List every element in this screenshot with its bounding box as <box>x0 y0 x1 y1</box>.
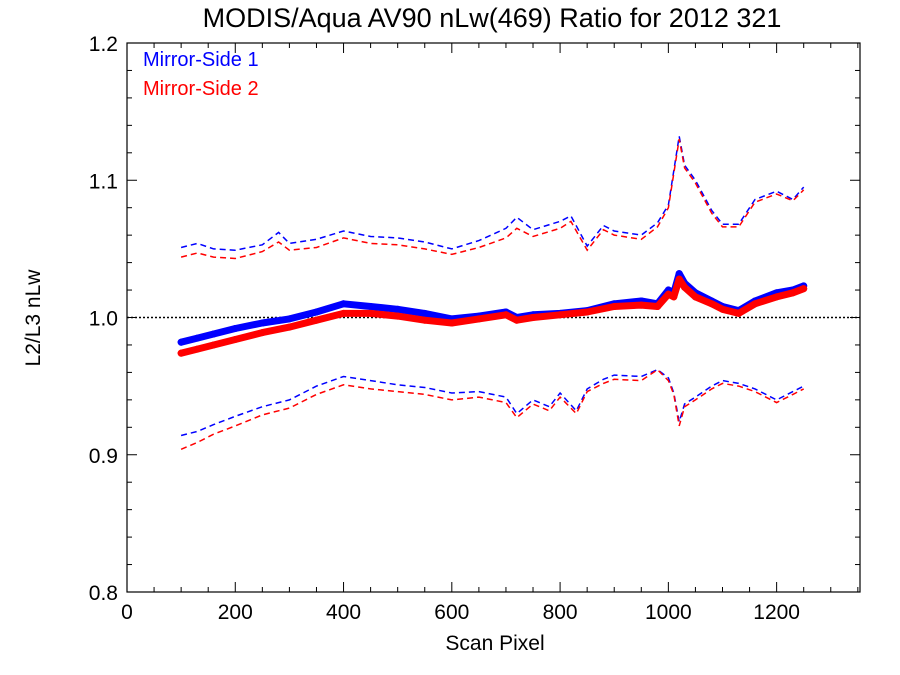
chart-title: MODIS/Aqua AV90 nLw(469) Ratio for 2012 … <box>203 3 782 33</box>
data-point-side2 <box>258 329 266 337</box>
x-tick-label: 200 <box>218 601 253 624</box>
mean-ratio-line-side2 <box>177 275 808 357</box>
data-point-side2 <box>681 283 689 291</box>
data-point-side2 <box>421 316 429 324</box>
data-point-side2 <box>708 300 716 308</box>
data-point-side2 <box>637 301 645 309</box>
data-point-side2 <box>448 319 456 327</box>
data-point-side2 <box>670 293 678 301</box>
data-point-side1 <box>367 303 375 311</box>
data-point-side2 <box>654 303 662 311</box>
data-point-side2 <box>340 309 348 317</box>
y-tick-label: 0.8 <box>89 582 118 605</box>
data-point-side1 <box>193 334 201 342</box>
x-tick-label: 0 <box>121 601 133 624</box>
x-tick-label: 800 <box>543 601 578 624</box>
data-point-side2 <box>529 314 537 321</box>
upper-bound-line-side1 <box>180 136 805 251</box>
data-point-side2 <box>789 289 797 297</box>
data-point-side1 <box>340 300 348 308</box>
lower-bound-line-side1 <box>180 368 805 437</box>
data-point-side2 <box>735 309 743 317</box>
data-point-side2 <box>210 341 218 349</box>
x-tick-label: 400 <box>326 601 361 624</box>
data-point-side1 <box>177 338 185 346</box>
data-point-side2 <box>773 293 781 301</box>
data-point-side1 <box>675 270 683 278</box>
upper-bound-line-side2 <box>180 138 805 260</box>
x-axis-label: Scan Pixel <box>445 632 544 655</box>
data-point-side2 <box>177 349 185 357</box>
data-point-side2 <box>556 311 564 319</box>
x-tick-label: 600 <box>434 601 469 624</box>
legend-label-side1: Mirror-Side 1 <box>143 49 259 71</box>
data-point-side1 <box>210 330 218 338</box>
data-point-side2 <box>231 335 239 343</box>
y-tick-label: 1.0 <box>89 308 118 331</box>
data-point-side1 <box>394 305 402 313</box>
data-point-side2 <box>718 305 726 313</box>
data-point-side2 <box>193 345 201 353</box>
y-tick-label: 1.2 <box>89 33 118 56</box>
lower-bound-line-side2 <box>180 368 805 450</box>
data-point-side1 <box>421 309 429 317</box>
data-point-side2 <box>513 316 521 324</box>
data-point-side2 <box>691 293 699 301</box>
x-tick-label: 1200 <box>753 601 800 624</box>
data-point-side2 <box>285 323 293 331</box>
data-point-side1 <box>285 315 293 323</box>
data-point-side2 <box>610 303 618 311</box>
data-point-side1 <box>231 324 239 332</box>
legend-label-side2: Mirror-Side 2 <box>143 78 259 100</box>
data-point-side2 <box>312 316 320 324</box>
x-tick-label: 1000 <box>645 601 692 624</box>
data-point-side2 <box>367 309 375 317</box>
plot-area: 0 200 400 600 800 1000 1200 0.8 0.9 1.0 1.1 1.2 <box>89 33 861 624</box>
data-point-side2 <box>664 290 672 298</box>
y-tick-label: 0.9 <box>89 445 118 468</box>
data-point-side2 <box>751 300 759 308</box>
data-point-side1 <box>312 308 320 316</box>
data-point-side2 <box>675 275 683 283</box>
y-axis-label: L2/L3 nLw <box>22 269 45 367</box>
data-point-side1 <box>258 319 266 327</box>
data-point-side2 <box>394 312 402 320</box>
data-point-side2 <box>502 311 510 319</box>
y-tick-label: 1.1 <box>89 170 118 193</box>
data-point-side2 <box>475 315 483 323</box>
data-point-side2 <box>800 285 808 293</box>
data-point-side2 <box>583 308 591 316</box>
